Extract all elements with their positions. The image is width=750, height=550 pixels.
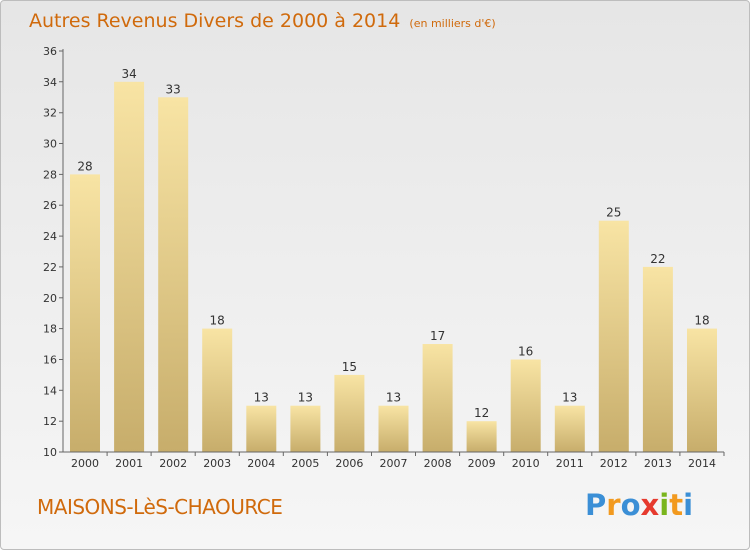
- x-tick-label-2005: 2005: [291, 457, 319, 470]
- commune-name: MAISONS-LèS-CHAOURCE: [37, 495, 283, 519]
- proxiti-logo: Proxiti: [585, 488, 694, 522]
- x-tick-label-2001: 2001: [115, 457, 143, 470]
- y-tick-label-30: 30: [43, 138, 57, 151]
- bar-2005: [290, 405, 321, 452]
- value-label-2004: 13: [254, 391, 269, 405]
- chart-title-text: Autres Revenus Divers de 2000 à 2014: [29, 10, 401, 32]
- value-label-2013: 22: [650, 252, 665, 266]
- value-label-2008: 17: [430, 329, 445, 343]
- x-tick-label-2006: 2006: [335, 457, 363, 470]
- bar-2006: [334, 374, 365, 452]
- bar-2012: [598, 220, 629, 452]
- value-label-2010: 16: [518, 345, 533, 359]
- x-tick-label-2013: 2013: [644, 457, 672, 470]
- bar-2007: [378, 405, 409, 452]
- y-tick-label-10: 10: [43, 446, 57, 459]
- y-tick-label-28: 28: [43, 168, 57, 181]
- bar-2004: [246, 405, 277, 452]
- bar-2013: [642, 266, 673, 452]
- value-label-2000: 28: [77, 159, 92, 173]
- x-tick-label-2004: 2004: [247, 457, 275, 470]
- bar-2010: [510, 359, 541, 452]
- bar-2011: [554, 405, 585, 452]
- y-tick-label-18: 18: [43, 323, 57, 336]
- chart-title: Autres Revenus Divers de 2000 à 2014 (en…: [29, 10, 496, 32]
- value-label-2001: 34: [121, 67, 136, 81]
- y-tick-label-12: 12: [43, 415, 57, 428]
- y-tick-label-36: 36: [43, 45, 57, 58]
- value-label-2006: 15: [342, 360, 357, 374]
- x-tick-label-2003: 2003: [203, 457, 231, 470]
- bar-2001: [114, 81, 145, 453]
- value-label-2002: 33: [166, 82, 181, 96]
- value-label-2012: 25: [606, 206, 621, 220]
- x-tick-label-2010: 2010: [512, 457, 540, 470]
- y-tick-label-22: 22: [43, 261, 57, 274]
- bar-2002: [158, 97, 189, 453]
- x-tick-label-2012: 2012: [600, 457, 628, 470]
- value-label-2009: 12: [474, 406, 489, 420]
- value-label-2014: 18: [694, 314, 709, 328]
- y-tick-label-24: 24: [43, 230, 57, 243]
- y-tick-label-14: 14: [43, 384, 57, 397]
- value-label-2007: 13: [386, 391, 401, 405]
- value-label-2011: 13: [562, 391, 577, 405]
- x-tick-label-2007: 2007: [380, 457, 408, 470]
- y-tick-label-34: 34: [43, 76, 57, 89]
- x-tick-label-2009: 2009: [468, 457, 496, 470]
- bar-2000: [70, 174, 100, 452]
- bar-2014: [687, 328, 717, 452]
- x-tick-label-2002: 2002: [159, 457, 187, 470]
- bar-2003: [202, 328, 233, 452]
- x-tick-label-2011: 2011: [556, 457, 584, 470]
- bar-2008: [422, 344, 453, 452]
- x-tick-label-2014: 2014: [688, 457, 716, 470]
- x-tick-label-2000: 2000: [71, 457, 99, 470]
- x-tick-label-2008: 2008: [424, 457, 452, 470]
- value-label-2003: 18: [210, 314, 225, 328]
- y-tick-label-16: 16: [43, 354, 57, 367]
- chart-unit: (en milliers d'€): [409, 17, 496, 30]
- y-tick-label-20: 20: [43, 292, 57, 305]
- bar-2009: [466, 421, 497, 452]
- y-tick-label-26: 26: [43, 199, 57, 212]
- value-label-2005: 13: [298, 391, 313, 405]
- y-tick-label-32: 32: [43, 107, 57, 120]
